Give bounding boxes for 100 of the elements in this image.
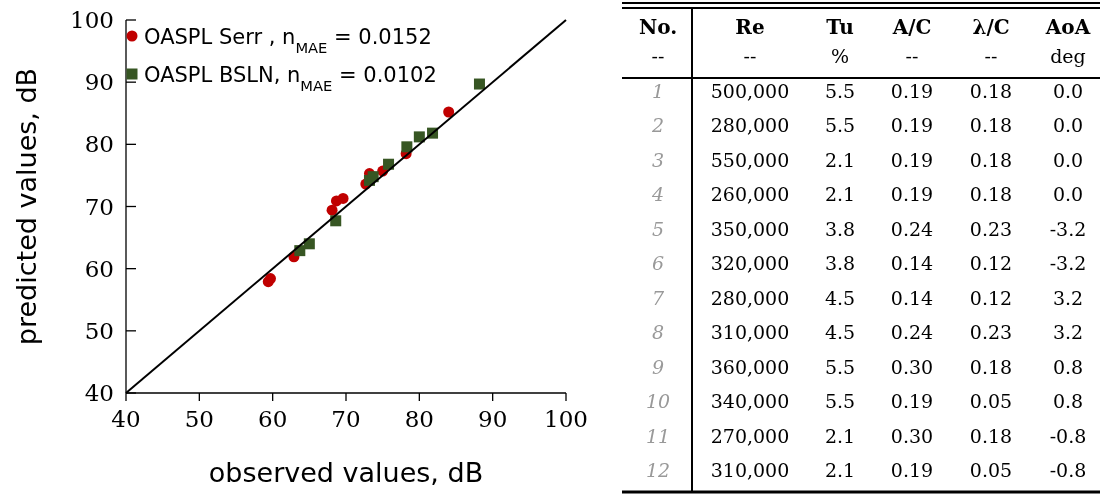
data-label: 0.18: [969, 80, 1013, 102]
data-label: 260,000: [710, 183, 790, 206]
data-label: 310,000: [710, 321, 790, 344]
y-tick-label: 12: [645, 458, 671, 481]
y-tick-label: 90: [84, 69, 114, 96]
x-tick-label: 90: [478, 406, 508, 432]
data-label: -3.2: [1049, 217, 1087, 240]
y-tick-label: 50: [84, 317, 114, 344]
data-label: 500,000: [710, 80, 790, 102]
y-axis-title: No.: [638, 15, 678, 39]
point: [303, 238, 315, 250]
data-label: 0.18: [969, 148, 1013, 171]
data-label: 0.30: [890, 424, 934, 447]
data-label: -0.8: [1049, 458, 1087, 481]
y-tick-label: 6: [651, 252, 665, 275]
data-label: 0.24: [890, 321, 934, 344]
data-label: -3.2: [1049, 252, 1087, 275]
legend-label: OASPL BSLN, n$_{MAE}$ = 0.0102: [144, 63, 437, 94]
y-tick-label: 2: [650, 114, 665, 137]
x-tick-label: AoA: [1044, 15, 1091, 39]
data-label: 270,000: [710, 424, 790, 447]
point: [473, 78, 485, 90]
data-label: 310,000: [710, 458, 790, 481]
data-label: 2.1: [824, 183, 856, 206]
text: --: [905, 45, 919, 67]
x-tick-label: λ/C: [972, 15, 1010, 39]
data-label: 5.5: [824, 390, 856, 413]
data-label: 0.18: [969, 424, 1013, 447]
y-tick-label: 60: [84, 255, 114, 282]
point: [326, 204, 338, 216]
y-tick-label: 4: [650, 183, 665, 206]
y-tick-label: 11: [645, 424, 671, 447]
data-label: 2.1: [824, 424, 856, 447]
data-label: 0.30: [890, 355, 934, 378]
data-label: 340,000: [710, 390, 790, 413]
data-label: 0.0: [1052, 80, 1084, 102]
data-label: 0.19: [890, 183, 934, 206]
data-label: 0.14: [890, 286, 934, 309]
data-label: 0.12: [969, 286, 1013, 309]
data-label: 0.19: [890, 390, 934, 413]
data-label: 3.8: [824, 217, 856, 240]
x-tick-label: 80: [404, 406, 434, 432]
data-label: 0.12: [969, 252, 1013, 275]
data-label: 320,000: [710, 252, 790, 275]
data-label: 350,000: [710, 217, 790, 240]
data-label: 550,000: [710, 148, 790, 171]
data-label: 0.19: [890, 458, 934, 481]
data-label: 0.05: [969, 458, 1013, 481]
y-tick-label: 3: [651, 148, 665, 171]
x-axis-title: observed values, dB: [208, 457, 484, 488]
text: deg: [1050, 45, 1086, 67]
data-label: 0.0: [1052, 114, 1084, 137]
data-label: 4.5: [824, 286, 856, 309]
y-tick-label: 1: [651, 80, 665, 102]
y-tick-label: 10: [645, 390, 671, 413]
data-label: 3.2: [1052, 321, 1084, 344]
data-label: -0.8: [1049, 424, 1087, 447]
x-tick-label: A/C: [891, 15, 932, 39]
data-label: 2.1: [824, 148, 856, 171]
point: [337, 192, 349, 204]
data-label: 0.14: [890, 252, 934, 275]
point: [401, 141, 413, 153]
data-label: 5.5: [824, 355, 856, 378]
x-tick-label: 50: [184, 406, 214, 432]
y-tick-label: 8: [651, 321, 665, 344]
data-label: 0.18: [969, 355, 1013, 378]
point: [413, 131, 425, 143]
text: %: [830, 45, 850, 67]
data-label: 2.1: [824, 458, 856, 481]
text: --: [743, 45, 757, 67]
y-axis-title: predicted values, dB: [11, 67, 42, 346]
y-tick-label: 40: [84, 380, 114, 406]
x-tick-label: Tu: [826, 15, 854, 39]
y-tick-label: 80: [84, 131, 114, 158]
data-label: 0.05: [969, 390, 1013, 413]
data-label: 280,000: [710, 286, 790, 309]
y-tick-label: 7: [651, 286, 665, 309]
data-label: 3.2: [1052, 286, 1084, 309]
x-tick-label: 60: [258, 406, 288, 432]
x-tick-label: 70: [331, 406, 361, 432]
data-label: 3.8: [824, 252, 856, 275]
y-tick-label: 5: [651, 217, 665, 240]
x-tick-label: 100: [544, 406, 588, 432]
data-label: 0.19: [890, 80, 934, 102]
text: --: [651, 45, 665, 67]
data-label: 280,000: [710, 114, 790, 137]
data-label: 5.5: [824, 80, 856, 102]
point: [367, 171, 379, 183]
data-label: 0.0: [1052, 183, 1084, 206]
data-label: 0.23: [969, 321, 1013, 344]
data-label: 0.19: [890, 148, 934, 171]
text: --: [984, 45, 998, 67]
point: [443, 106, 455, 118]
data-label: 0.24: [890, 217, 934, 240]
data-label: 0.8: [1052, 355, 1084, 378]
data-label: 5.5: [824, 114, 856, 137]
data-label: 0.8: [1052, 390, 1084, 413]
y-tick-label: 9: [651, 355, 665, 378]
legend-label: OASPL Serr , n$_{MAE}$ = 0.0152: [144, 25, 432, 56]
data-label: 0.18: [969, 114, 1013, 137]
